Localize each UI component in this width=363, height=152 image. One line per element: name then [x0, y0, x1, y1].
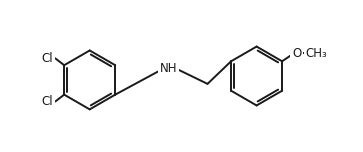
Text: CH₃: CH₃: [305, 47, 327, 60]
Text: Cl: Cl: [42, 95, 53, 108]
Text: NH: NH: [159, 62, 177, 75]
Text: O: O: [292, 47, 301, 60]
Text: Cl: Cl: [42, 52, 53, 65]
